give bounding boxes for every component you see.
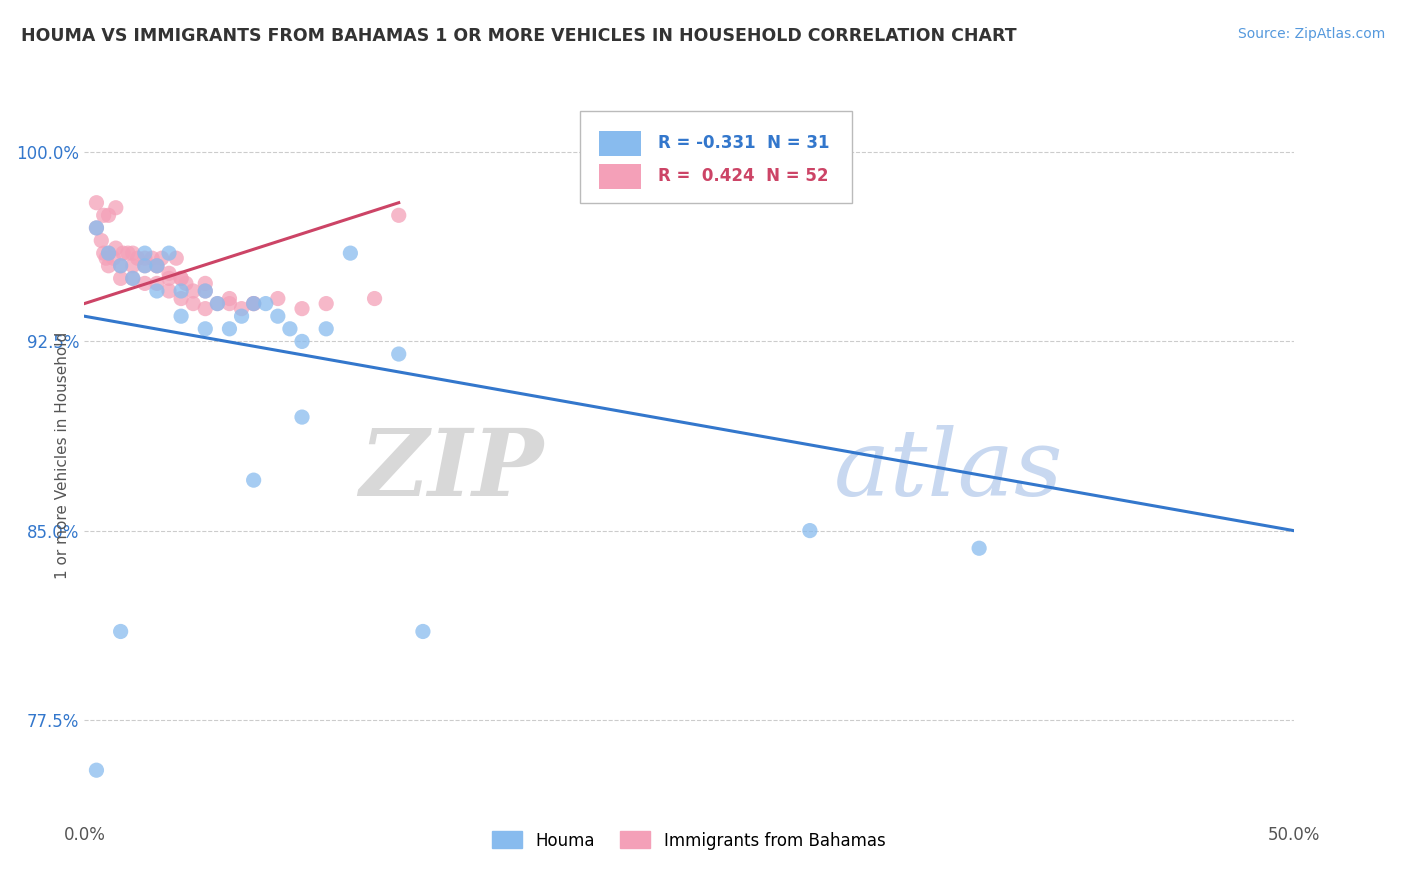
Point bbox=[112, 246, 135, 260]
Point bbox=[291, 334, 314, 349]
Text: R =  0.424  N = 52: R = 0.424 N = 52 bbox=[658, 167, 828, 185]
Point bbox=[174, 277, 197, 291]
Point bbox=[146, 259, 169, 273]
FancyBboxPatch shape bbox=[599, 164, 641, 189]
Text: HOUMA VS IMMIGRANTS FROM BAHAMAS 1 OR MORE VEHICLES IN HOUSEHOLD CORRELATION CHA: HOUMA VS IMMIGRANTS FROM BAHAMAS 1 OR MO… bbox=[21, 27, 1017, 45]
Point bbox=[231, 301, 253, 316]
Point bbox=[146, 259, 169, 273]
Point bbox=[86, 221, 108, 235]
Point bbox=[94, 251, 117, 265]
Point bbox=[157, 284, 180, 298]
Point bbox=[170, 292, 193, 306]
Point bbox=[181, 284, 204, 298]
Point bbox=[97, 246, 120, 260]
Point bbox=[110, 259, 132, 273]
Point bbox=[194, 322, 217, 336]
Text: R = -0.331  N = 31: R = -0.331 N = 31 bbox=[658, 134, 830, 152]
Point bbox=[242, 473, 264, 487]
Point bbox=[170, 309, 193, 323]
Point bbox=[388, 347, 411, 361]
Point bbox=[315, 322, 337, 336]
Point bbox=[146, 259, 169, 273]
Point bbox=[412, 624, 434, 639]
Point bbox=[97, 208, 120, 222]
Point bbox=[86, 195, 108, 210]
Point bbox=[110, 624, 132, 639]
Text: Source: ZipAtlas.com: Source: ZipAtlas.com bbox=[1237, 27, 1385, 41]
Point bbox=[93, 208, 115, 222]
Point bbox=[194, 284, 217, 298]
Point bbox=[242, 296, 264, 310]
Point bbox=[218, 292, 240, 306]
Point bbox=[134, 259, 156, 273]
Point bbox=[242, 296, 264, 310]
Point bbox=[134, 246, 156, 260]
Point bbox=[218, 296, 240, 310]
Point bbox=[121, 271, 143, 285]
Point bbox=[291, 301, 314, 316]
Point bbox=[157, 246, 180, 260]
Point bbox=[157, 266, 180, 280]
Point bbox=[170, 284, 193, 298]
Point bbox=[93, 246, 115, 260]
Point bbox=[242, 296, 264, 310]
Point bbox=[315, 296, 337, 310]
Point bbox=[86, 221, 108, 235]
Point bbox=[207, 296, 229, 310]
Point bbox=[141, 251, 163, 265]
Point bbox=[110, 271, 132, 285]
Point bbox=[165, 251, 187, 265]
Point bbox=[254, 296, 277, 310]
Point bbox=[127, 251, 149, 265]
Point bbox=[104, 241, 127, 255]
Point bbox=[194, 277, 217, 291]
Point bbox=[267, 309, 290, 323]
Point bbox=[97, 246, 120, 260]
Point bbox=[117, 246, 139, 260]
Point bbox=[134, 277, 156, 291]
Point bbox=[134, 259, 156, 273]
Point bbox=[121, 271, 143, 285]
Point bbox=[150, 251, 173, 265]
Point bbox=[339, 246, 361, 260]
FancyBboxPatch shape bbox=[599, 131, 641, 156]
Point bbox=[146, 277, 169, 291]
Y-axis label: 1 or more Vehicles in Household: 1 or more Vehicles in Household bbox=[55, 331, 70, 579]
Text: atlas: atlas bbox=[834, 425, 1063, 515]
Point bbox=[121, 259, 143, 273]
Point bbox=[231, 309, 253, 323]
Point bbox=[157, 271, 180, 285]
Point bbox=[207, 296, 229, 310]
Point bbox=[291, 410, 314, 425]
Point bbox=[121, 246, 143, 260]
Point bbox=[170, 271, 193, 285]
Point bbox=[170, 271, 193, 285]
Point bbox=[181, 296, 204, 310]
Point bbox=[388, 208, 411, 222]
Point bbox=[104, 201, 127, 215]
Point bbox=[146, 284, 169, 298]
Point bbox=[363, 292, 385, 306]
Point bbox=[218, 322, 240, 336]
FancyBboxPatch shape bbox=[581, 112, 852, 202]
Point bbox=[267, 292, 290, 306]
Point bbox=[86, 763, 108, 777]
Point bbox=[134, 251, 156, 265]
Point bbox=[97, 259, 120, 273]
Legend: Houma, Immigrants from Bahamas: Houma, Immigrants from Bahamas bbox=[486, 825, 891, 856]
Point bbox=[278, 322, 301, 336]
Point bbox=[110, 259, 132, 273]
Point bbox=[90, 234, 112, 248]
Point bbox=[103, 251, 125, 265]
Point bbox=[194, 301, 217, 316]
Text: ZIP: ZIP bbox=[360, 425, 544, 515]
Point bbox=[967, 541, 990, 556]
Point bbox=[194, 284, 217, 298]
Point bbox=[799, 524, 821, 538]
